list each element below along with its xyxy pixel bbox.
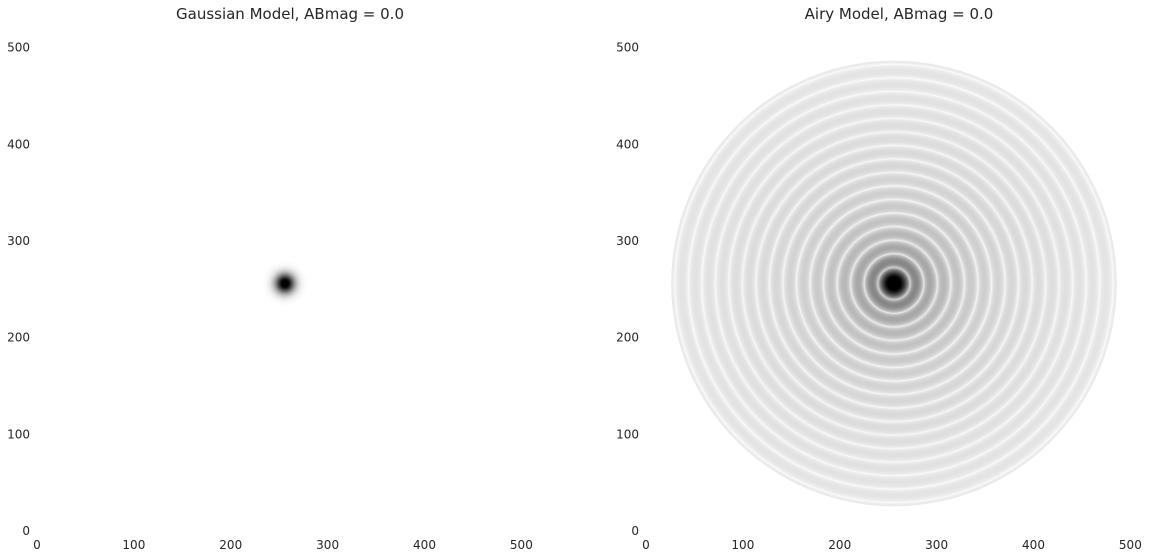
gaussian-x-tick-label: 300 bbox=[316, 538, 339, 552]
gaussian-image bbox=[262, 261, 308, 306]
gaussian-y-tick-label: 500 bbox=[7, 41, 30, 55]
airy-x-tick-label: 500 bbox=[1119, 538, 1142, 552]
airy-x-tick-label: 100 bbox=[731, 538, 754, 552]
gaussian-title: Gaussian Model, ABmag = 0.0 bbox=[176, 5, 404, 23]
airy-x-tick-label: 200 bbox=[828, 538, 851, 552]
gaussian-x-tick-label: 0 bbox=[33, 538, 41, 552]
airy-y-tick-label: 400 bbox=[616, 137, 639, 151]
gaussian-x-ticks: 0 100 200 300 400 500 bbox=[33, 538, 533, 552]
gaussian-y-tick-label: 100 bbox=[7, 427, 30, 441]
gaussian-y-tick-label: 400 bbox=[7, 137, 30, 151]
gaussian-intensity-ring bbox=[284, 283, 286, 284]
airy-y-tick-label: 100 bbox=[616, 427, 639, 441]
airy-intensity-ring bbox=[893, 283, 895, 284]
panel-airy: Airy Model, ABmag = 0.0 0 100 200 300 400 500… bbox=[616, 5, 1142, 552]
gaussian-x-tick-label: 500 bbox=[510, 538, 533, 552]
gaussian-y-tick-label: 300 bbox=[7, 234, 30, 248]
panel-gaussian: Gaussian Model, ABmag = 0.0 0 100 200 300 40… bbox=[7, 5, 533, 552]
gaussian-x-tick-label: 100 bbox=[122, 538, 145, 552]
gaussian-y-tick-label: 200 bbox=[7, 331, 30, 345]
gaussian-y-ticks: 0 100 200 300 400 500 bbox=[7, 41, 30, 538]
airy-y-tick-label: 300 bbox=[616, 234, 639, 248]
airy-title: Airy Model, ABmag = 0.0 bbox=[805, 5, 994, 23]
airy-x-tick-label: 0 bbox=[642, 538, 650, 552]
airy-y-tick-label: 200 bbox=[616, 331, 639, 345]
airy-x-tick-label: 300 bbox=[925, 538, 948, 552]
airy-y-ticks: 0 100 200 300 400 500 bbox=[616, 41, 639, 538]
airy-x-tick-label: 400 bbox=[1022, 538, 1045, 552]
airy-x-ticks: 0 100 200 300 400 500 bbox=[642, 538, 1142, 552]
gaussian-x-tick-label: 400 bbox=[413, 538, 436, 552]
airy-image bbox=[671, 60, 1117, 507]
airy-y-tick-label: 500 bbox=[616, 41, 639, 55]
airy-y-tick-label: 0 bbox=[631, 524, 639, 538]
gaussian-x-tick-label: 200 bbox=[219, 538, 242, 552]
gaussian-y-tick-label: 0 bbox=[22, 524, 30, 538]
